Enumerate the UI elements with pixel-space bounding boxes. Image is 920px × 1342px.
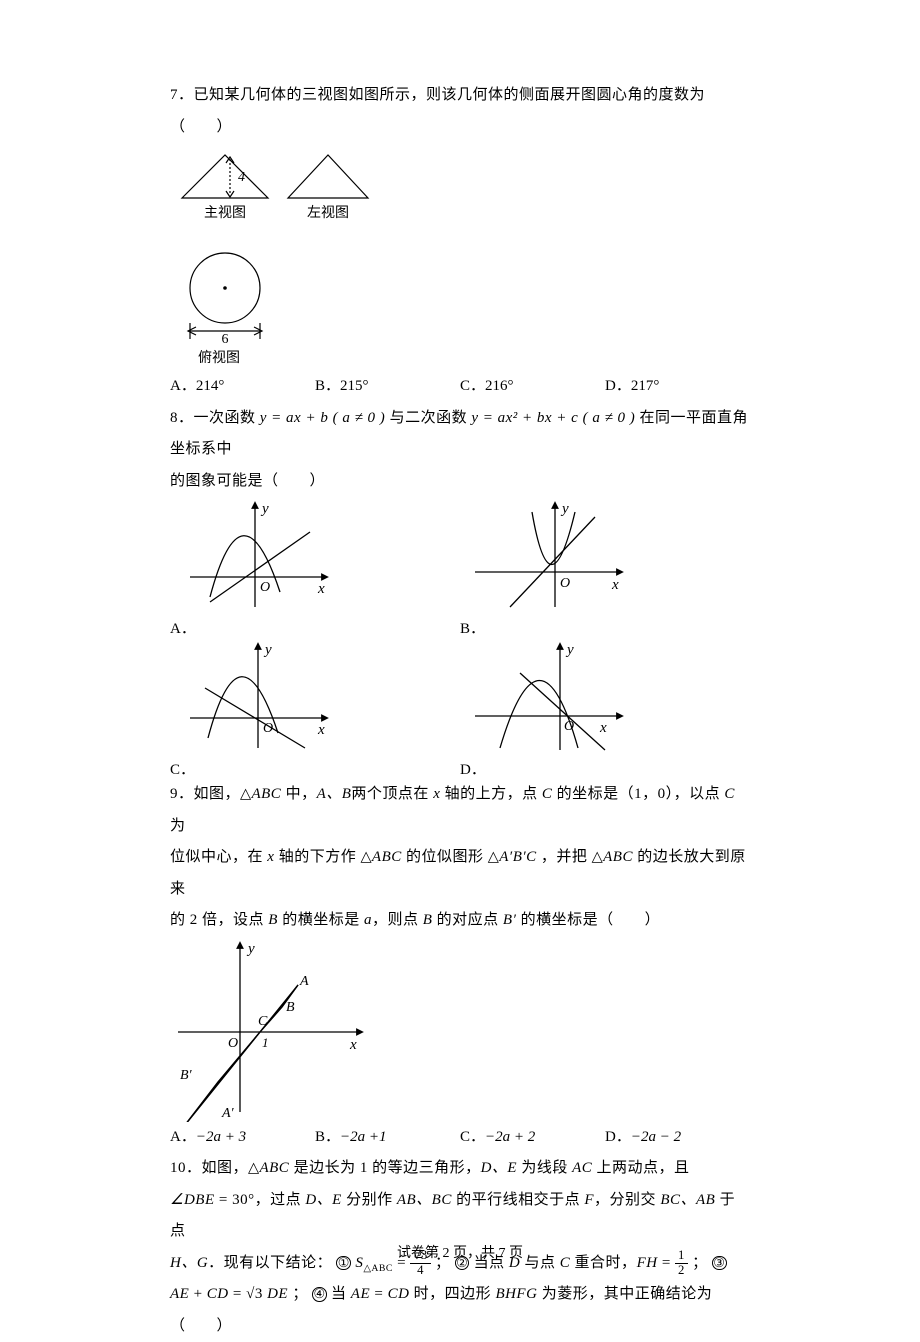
q7-figure: 4 主视图 左视图 6 bbox=[170, 143, 400, 353]
q7-d: 6 bbox=[222, 332, 229, 347]
q7-opt-c: C．216° bbox=[460, 371, 605, 403]
svg-text:O: O bbox=[564, 719, 574, 734]
svg-text:y: y bbox=[560, 501, 569, 517]
svg-text:x: x bbox=[349, 1037, 357, 1053]
q9-line2: 位似中心，在 x 轴的下方作 △ABC 的位似图形 △A′B′C ，并把 △AB… bbox=[170, 842, 750, 905]
svg-text:x: x bbox=[317, 581, 325, 597]
q8-label-a: A． bbox=[170, 617, 460, 638]
q8-label-d: D． bbox=[460, 758, 750, 779]
svg-text:x: x bbox=[599, 720, 607, 736]
q9-options: A．−2a + 3 B．−2a +1 C．−2a + 2 D．−2a − 2 bbox=[170, 1122, 750, 1154]
svg-text:y: y bbox=[246, 941, 255, 957]
svg-text:y: y bbox=[260, 501, 269, 517]
q10-line1: 10．如图，△ABC 是边长为 1 的等边三角形，D、E 为线段 AC 上两动点… bbox=[170, 1153, 750, 1185]
svg-text:x: x bbox=[317, 722, 325, 738]
q7-opt-d: D．217° bbox=[605, 371, 750, 403]
q9-line3: 的 2 倍，设点 B 的横坐标是 a，则点 B 的对应点 B′ 的横坐标是（ ） bbox=[170, 905, 750, 937]
q7-front: 主视图 bbox=[204, 205, 246, 221]
q8-stem1: 8．一次函数 y = ax + b ( a ≠ 0 ) 与二次函数 y = ax… bbox=[170, 403, 750, 466]
svg-text:B′: B′ bbox=[180, 1068, 193, 1083]
q9-opt-c: C．−2a + 2 bbox=[460, 1122, 605, 1154]
q8-fig-a: y x O bbox=[170, 497, 340, 617]
q9-opt-d: D．−2a − 2 bbox=[605, 1122, 750, 1154]
q7-top: 俯视图 bbox=[198, 347, 750, 367]
svg-text:y: y bbox=[263, 642, 272, 658]
svg-text:C: C bbox=[258, 1014, 268, 1029]
q9-opt-a: A．−2a + 3 bbox=[170, 1122, 315, 1154]
svg-text:y: y bbox=[565, 642, 574, 658]
q9-opt-b: B．−2a +1 bbox=[315, 1122, 460, 1154]
q7-options: A．214° B．215° C．216° D．217° bbox=[170, 371, 750, 403]
svg-text:O: O bbox=[560, 576, 570, 591]
svg-text:A′: A′ bbox=[221, 1106, 235, 1121]
q8-label-c: C． bbox=[170, 758, 460, 779]
q8-fig-d: y x O bbox=[460, 638, 630, 758]
q7-opt-b: B．215° bbox=[315, 371, 460, 403]
q9-figure: y x O 1 C A B A′ B′ bbox=[170, 937, 370, 1122]
q8-label-b: B． bbox=[460, 617, 750, 638]
q7-opt-a: A．214° bbox=[170, 371, 315, 403]
q9-line1: 9．如图，△△ABCABC 中，A、B两个顶点在 x 轴的上方，点 C 的坐标是… bbox=[170, 779, 750, 842]
svg-text:O: O bbox=[260, 580, 270, 595]
svg-text:A: A bbox=[299, 974, 309, 989]
q10-line4: AE + CD = √3 DE ； ④ 当 AE = CD 时，四边形 BHFG… bbox=[170, 1279, 750, 1342]
svg-text:O: O bbox=[228, 1036, 238, 1051]
q8-fig-c: y x O bbox=[170, 638, 340, 758]
q8-figures: y x O A． y x O B． bbox=[170, 497, 750, 779]
q10-line2: ∠DBE = 30°，过点 D、E 分别作 AB、BC 的平行线相交于点 F，分… bbox=[170, 1185, 750, 1248]
q7-h: 4 bbox=[238, 170, 245, 185]
q7-left: 左视图 bbox=[307, 205, 349, 221]
page-footer: 试卷第 2 页，共 7 页 bbox=[0, 1242, 920, 1262]
svg-text:x: x bbox=[611, 577, 619, 593]
svg-text:B: B bbox=[286, 1000, 295, 1015]
svg-text:O: O bbox=[263, 721, 273, 736]
svg-text:1: 1 bbox=[262, 1035, 269, 1050]
q8-stem2: 的图象可能是（ ） bbox=[170, 466, 750, 498]
q8-fig-b: y x O bbox=[460, 497, 630, 617]
q7-stem: 7．已知某几何体的三视图如图所示，则该几何体的侧面展开图圆心角的度数为（ ） bbox=[170, 80, 750, 143]
